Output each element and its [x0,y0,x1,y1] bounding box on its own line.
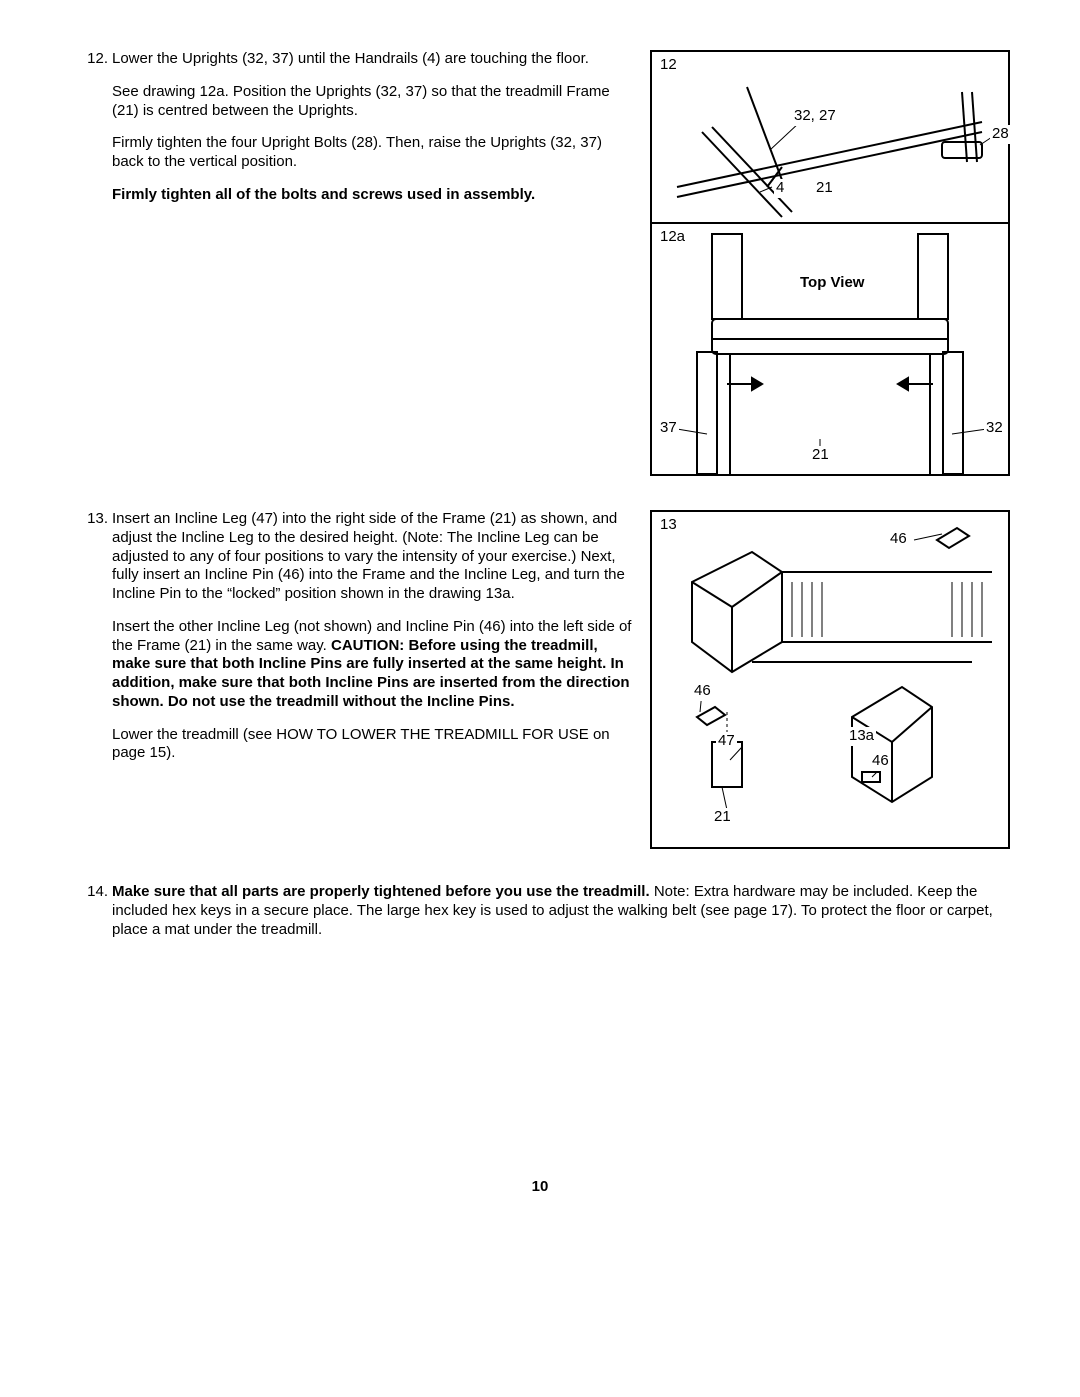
fig12a-callout-32: 32 [984,419,1005,438]
step-14-bold: Make sure that all parts are properly ti… [112,883,650,900]
fig13-callout-46b: 46 [692,682,713,701]
step-12: 12. Lower the Uprights (32, 37) until th… [80,50,632,219]
fig13-callout-46a: 46 [888,530,909,549]
step-13-p3: Lower the treadmill (see HOW TO LOWER TH… [112,726,632,764]
step-12-p1: Lower the Uprights (32, 37) until the Ha… [112,50,632,69]
step-12-p3: Firmly tighten the four Upright Bolts (2… [112,134,632,172]
step-13-number: 13. [80,510,112,529]
fig12a-callout-37: 37 [658,419,679,438]
figure-12-label: 12 [658,56,679,75]
fig13-callout-46c: 46 [870,752,891,771]
figure-13: 13 [650,510,1010,849]
fig13-callout-21: 21 [712,808,733,827]
figure-12: 12 [650,50,1010,224]
figure-12a-topview: Top View [798,274,866,293]
step-13: 13. Insert an Incline Leg (47) into the … [80,510,632,777]
fig13-callout-47: 47 [716,732,737,751]
step-12-p4: Firmly tighten all of the bolts and scre… [112,186,632,205]
step-12-p2: See drawing 12a. Position the Uprights (… [112,83,632,121]
figure-12a: 12a Top View [650,224,1010,476]
fig12-callout-21: 21 [814,179,835,198]
fig12-callout-28: 28 [990,125,1011,144]
figure-13-svg [652,512,1008,847]
fig12-callout-4: 4 [774,179,786,198]
step-12-number: 12. [80,50,112,69]
step-13-p2: Insert the other Incline Leg (not shown)… [112,618,632,712]
fig12-callout-3227: 32, 27 [792,107,838,126]
figure-13-label: 13 [658,516,679,535]
step-14-number: 14. [80,883,112,902]
page-number: 10 [0,1178,1080,1197]
fig12a-callout-21: 21 [810,446,831,465]
fig13-callout-13a: 13a [847,727,876,746]
step-14: 14. Make sure that all parts are properl… [80,883,1010,953]
figure-12a-label: 12a [658,228,687,247]
figure-12a-svg [652,224,1008,474]
step-13-p1: Insert an Incline Leg (47) into the righ… [112,510,632,604]
step-14-body: Make sure that all parts are properly ti… [112,883,1010,939]
